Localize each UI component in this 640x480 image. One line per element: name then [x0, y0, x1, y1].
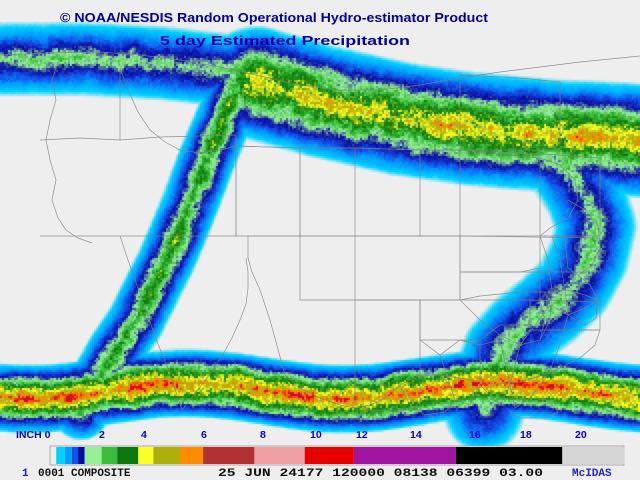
svg-text:12: 12: [356, 429, 368, 441]
svg-text:10: 10: [310, 429, 322, 441]
svg-text:25 JUN 24177 120000 08138 0639: 25 JUN 24177 120000 08138 06399 03.00: [218, 468, 543, 480]
svg-text:6: 6: [201, 429, 207, 441]
svg-text:16: 16: [469, 429, 481, 441]
svg-text:© NOAA/NESDIS Random Operation: © NOAA/NESDIS Random Operational Hydro-e…: [60, 10, 489, 25]
svg-text:0001 COMPOSITE: 0001 COMPOSITE: [38, 468, 131, 480]
svg-text:20: 20: [575, 429, 587, 441]
svg-text:2: 2: [99, 429, 105, 441]
svg-text:1: 1: [22, 468, 29, 480]
svg-text:McIDAS: McIDAS: [572, 468, 612, 480]
svg-text:14: 14: [410, 429, 422, 441]
svg-text:18: 18: [520, 429, 532, 441]
svg-text:INCH 0: INCH 0: [16, 429, 51, 441]
svg-text:8: 8: [260, 429, 266, 441]
svg-text:4: 4: [141, 429, 147, 441]
svg-text:5 day Estimated Precipitation: 5 day Estimated Precipitation: [160, 33, 410, 48]
